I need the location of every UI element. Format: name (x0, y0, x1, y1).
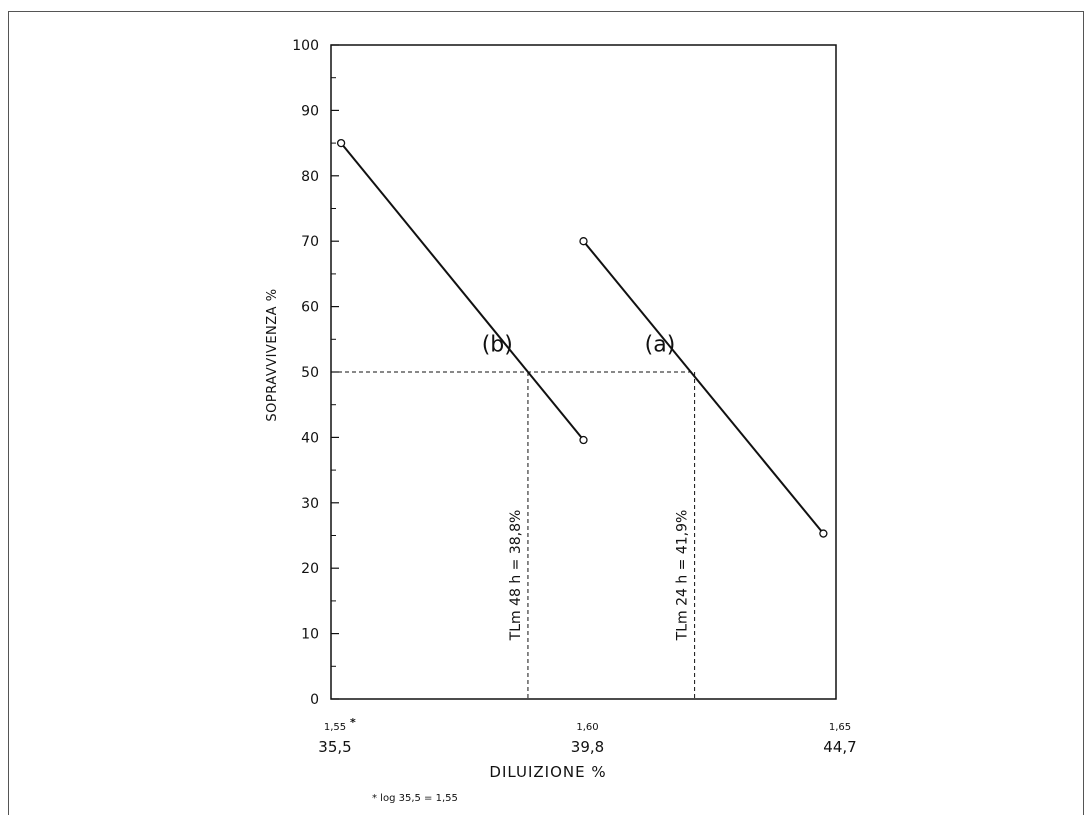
y-tick-label: 0 (310, 692, 319, 708)
y-tick-label: 30 (301, 496, 319, 512)
y-tick-label: 100 (292, 38, 319, 54)
series-label: (b) (482, 332, 513, 357)
x-axis: 1,55 * 35,5 1,60 39,8 1,65 44,7 (318, 716, 856, 756)
data-point (579, 237, 588, 246)
series-line (582, 240, 825, 535)
x-tick-value-label: 44,7 (823, 738, 856, 756)
x-tick-log-label: 1,60 (576, 722, 598, 733)
tlm-annotation: TLm 24 h = 41,9% (675, 510, 691, 642)
y-axis: 0 10 20 30 40 50 60 70 80 90 100 (292, 38, 339, 708)
y-axis-label: SOPRAVVIVENZA % (265, 288, 280, 421)
data-point (819, 529, 828, 538)
series-label: (a) (645, 332, 676, 357)
y-tick-label: 70 (301, 234, 319, 250)
figure-frame (8, 11, 1084, 815)
x-tick-log-label: 1,65 (829, 722, 851, 733)
y-tick-label: 50 (301, 365, 319, 381)
reference-lines: TLm 48 h = 38,8% TLm 24 h = 41,9% (331, 371, 696, 699)
x-tick-marker: * (350, 716, 356, 729)
y-tick-label: 80 (301, 169, 319, 185)
x-tick-value-label: 39,8 (571, 738, 604, 756)
series-group: (b) (a) (336, 138, 828, 538)
x-axis-label: DILUIZIONE % (489, 763, 606, 781)
y-tick-label: 90 (301, 103, 319, 119)
x-tick-value-label: 35,5 (318, 738, 351, 756)
data-point (336, 138, 346, 148)
y-tick-label: 20 (301, 561, 319, 577)
x-tick-log-label: 1,55 (324, 722, 346, 733)
y-tick-label: 40 (301, 430, 319, 446)
y-tick-label: 60 (301, 300, 319, 316)
tlm-annotation: TLm 48 h = 38,8% (508, 510, 524, 642)
data-point (579, 435, 588, 445)
footnote: * log 35,5 = 1,55 (372, 793, 458, 804)
series-line (340, 142, 585, 441)
y-tick-label: 10 (301, 627, 319, 643)
